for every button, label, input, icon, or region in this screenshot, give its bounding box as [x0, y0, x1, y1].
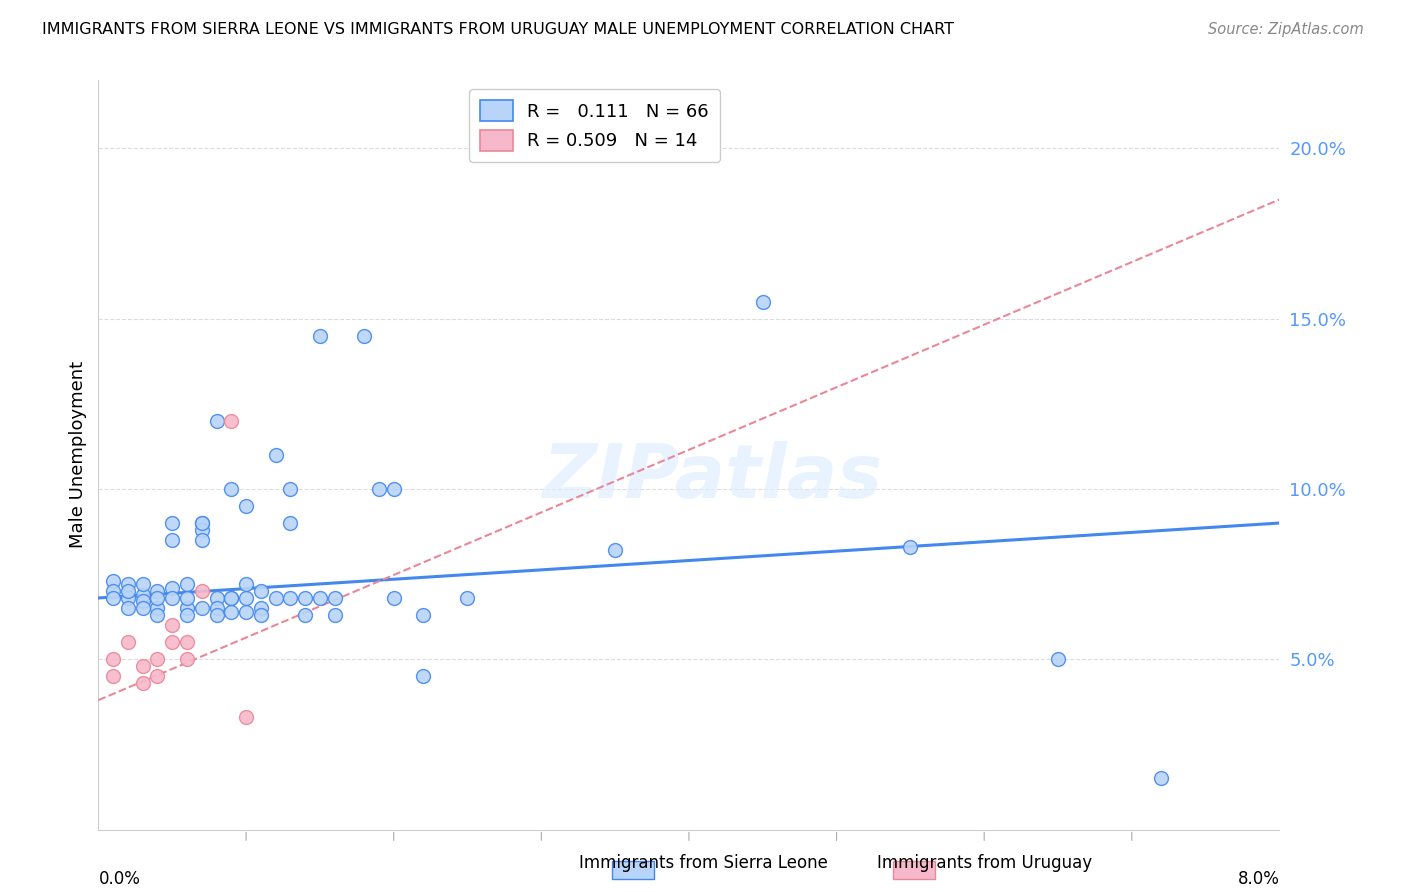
Point [176, 577, 198, 591]
Point [146, 591, 169, 605]
Point [132, 588, 155, 602]
Point [117, 601, 139, 615]
Point [235, 591, 257, 605]
Point [146, 607, 169, 622]
Point [250, 584, 273, 599]
Point [412, 669, 434, 683]
Point [264, 448, 287, 462]
Point [382, 482, 405, 496]
Point [176, 652, 198, 666]
Point [162, 635, 183, 649]
Point [250, 601, 273, 615]
Point [309, 591, 332, 605]
Point [146, 584, 169, 599]
Point [103, 574, 125, 588]
Point [280, 516, 302, 530]
Text: ZIPatlas: ZIPatlas [543, 441, 883, 514]
Point [132, 601, 155, 615]
Text: IMMIGRANTS FROM SIERRA LEONE VS IMMIGRANTS FROM URUGUAY MALE UNEMPLOYMENT CORREL: IMMIGRANTS FROM SIERRA LEONE VS IMMIGRAN… [42, 22, 955, 37]
Point [900, 540, 922, 554]
Point [103, 591, 125, 605]
Point [132, 676, 155, 690]
Point [162, 516, 183, 530]
Point [191, 601, 214, 615]
Point [264, 591, 287, 605]
Point [117, 584, 139, 599]
Point [191, 516, 214, 530]
Point [162, 533, 183, 547]
Point [117, 577, 139, 591]
Point [752, 294, 775, 309]
Point [117, 591, 139, 605]
Point [103, 669, 125, 683]
Point [205, 601, 228, 615]
Point [382, 591, 405, 605]
Point [221, 605, 243, 619]
Point [605, 543, 627, 558]
Point [103, 584, 125, 599]
Point [368, 482, 391, 496]
Point [235, 577, 257, 591]
Point [162, 618, 183, 632]
Text: 0.0%: 0.0% [98, 871, 141, 888]
Point [146, 601, 169, 615]
Point [235, 499, 257, 513]
Point [176, 601, 198, 615]
Point [191, 516, 214, 530]
Point [323, 607, 346, 622]
Point [221, 482, 243, 496]
Point [132, 659, 155, 673]
Text: 8.0%: 8.0% [1237, 871, 1279, 888]
Point [353, 328, 375, 343]
Point [294, 607, 316, 622]
Point [412, 607, 434, 622]
Point [205, 414, 228, 428]
Point [323, 591, 346, 605]
Point [176, 591, 198, 605]
Point [146, 669, 169, 683]
Point [309, 328, 332, 343]
Point [191, 584, 214, 599]
Point [280, 591, 302, 605]
Point [457, 591, 479, 605]
Text: Immigrants from Uruguay: Immigrants from Uruguay [876, 855, 1092, 872]
Point [146, 652, 169, 666]
Point [294, 591, 316, 605]
Point [176, 635, 198, 649]
Point [221, 414, 243, 428]
Text: Immigrants from Sierra Leone: Immigrants from Sierra Leone [578, 855, 828, 872]
Point [235, 710, 257, 724]
Point [162, 591, 183, 605]
Point [191, 533, 214, 547]
Point [205, 607, 228, 622]
Point [205, 591, 228, 605]
Point [176, 607, 198, 622]
Text: Source: ZipAtlas.com: Source: ZipAtlas.com [1208, 22, 1364, 37]
Point [162, 581, 183, 595]
Point [235, 605, 257, 619]
Point [250, 607, 273, 622]
Point [221, 591, 243, 605]
Legend: R =   0.111   N = 66, R = 0.509   N = 14: R = 0.111 N = 66, R = 0.509 N = 14 [470, 89, 720, 161]
Point [191, 523, 214, 537]
Point [132, 577, 155, 591]
Point [103, 652, 125, 666]
Point [280, 482, 302, 496]
Y-axis label: Male Unemployment: Male Unemployment [69, 361, 87, 549]
Point [221, 591, 243, 605]
Point [1150, 772, 1173, 786]
Point [132, 594, 155, 608]
Point [117, 635, 139, 649]
Point [1046, 652, 1070, 666]
